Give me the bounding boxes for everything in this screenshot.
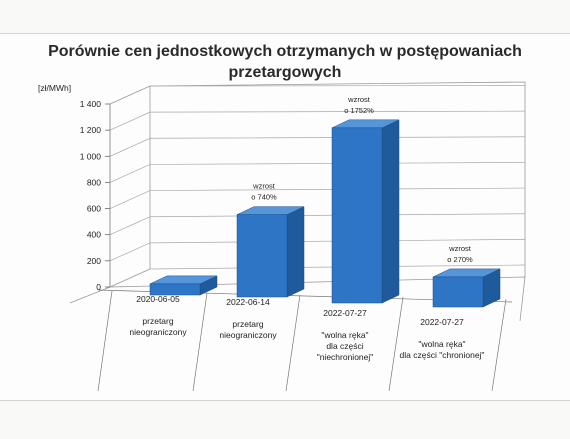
category-label: nieograniczony [219,330,277,340]
gridline [109,110,526,131]
category-label: "wolna ręka" [321,330,368,340]
category-label: dla części [326,341,363,351]
category-separator [285,294,301,392]
bar-side [381,119,400,304]
category-label: "wolna ręka" [418,339,465,349]
side-wall-outline [109,85,151,288]
bar-annotation: o 270% [447,255,473,264]
category-label: dla części "chronionej" [400,350,485,360]
gridline [109,187,526,209]
y-tick-label: 600 [87,204,101,214]
chart-title-line-1: Porównie cen jednostkowych otrzymanych w… [48,43,522,60]
y-tick-label: 400 [87,230,101,240]
category-label: "niechronionej" [317,352,374,362]
category-separator [97,290,113,392]
y-tick-label: 1 000 [80,151,102,161]
category-label: 2020-06-05 [136,294,180,304]
category-label: przetarg [232,319,263,329]
category-separator [388,296,404,392]
back-wall-outline [149,81,526,277]
gridline [109,162,526,183]
category-label: 2022-07-27 [420,317,464,327]
gridline [109,213,526,236]
bar [149,283,201,296]
category-label: przetarg [142,316,173,326]
chart-title-line-2: przetargowych [229,64,342,81]
category-label: nieograniczony [129,327,187,337]
y-tick-label: 0 [96,282,101,292]
bar-annotation: wzrost [252,182,276,191]
y-tick-label: 1 400 [80,99,102,109]
bar-annotation: wzrost [448,244,472,253]
y-axis-unit-label: [zł/MWh] [38,83,71,93]
bar [236,214,288,298]
bar-annotation: o 740% [251,193,277,202]
bar-annotation: wzrost [347,95,371,104]
category-separator [192,292,208,392]
bar-annotation: o 1752% [344,106,374,115]
y-tick-label: 1 200 [80,125,102,135]
bar [432,276,484,308]
bar-side [286,206,305,298]
category-label: 2022-07-27 [323,308,367,318]
y-tick-label: 800 [87,177,101,187]
floor-outline [69,276,526,322]
bar [331,127,383,304]
gridline [109,85,526,105]
y-tick-label: 200 [87,256,101,266]
gridline [109,239,526,262]
category-label: 2022-06-14 [226,297,270,307]
gridline [109,264,526,288]
gridline [109,136,526,157]
category-separator [491,298,507,392]
